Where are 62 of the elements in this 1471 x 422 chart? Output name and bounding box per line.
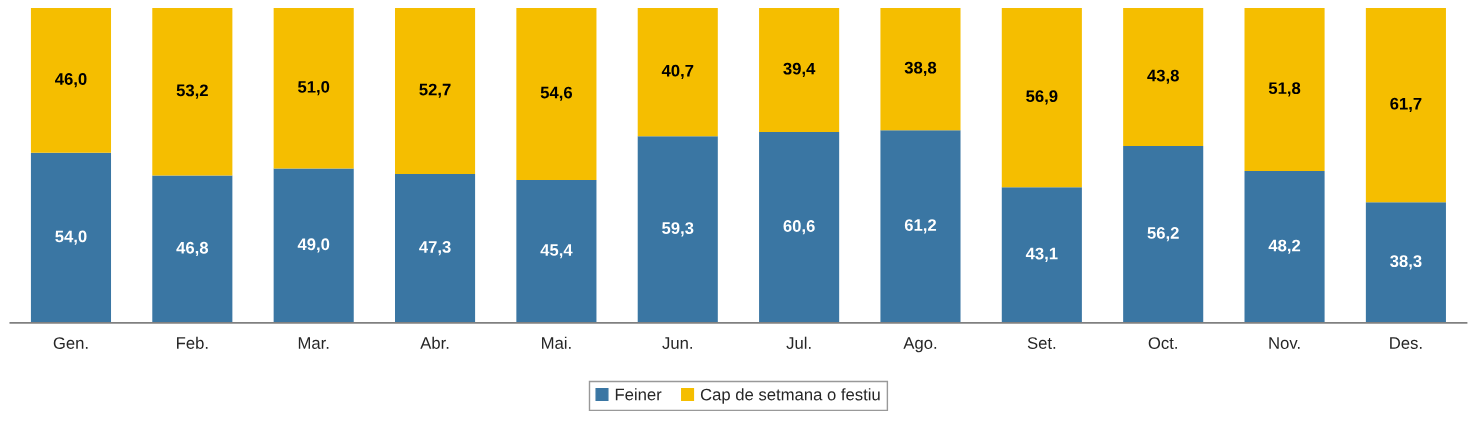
bar	[880, 130, 961, 323]
bar	[1001, 8, 1082, 188]
data-label: 49,0	[297, 238, 330, 253]
x-tick-label: Jun.	[662, 337, 692, 349]
bar	[1123, 8, 1204, 146]
x-tick-label: Gen.	[53, 337, 88, 349]
bar	[1244, 171, 1325, 323]
bar	[1365, 8, 1446, 203]
data-label: 54,6	[540, 86, 573, 101]
bar	[273, 8, 354, 169]
bar	[637, 136, 718, 323]
data-label: 38,3	[1390, 255, 1422, 270]
bar	[1365, 202, 1446, 323]
data-label: 60,6	[783, 220, 815, 235]
bar	[395, 8, 476, 174]
bar	[759, 132, 840, 323]
bar	[759, 8, 840, 133]
x-tick-label: Des.	[1390, 337, 1422, 349]
bar	[637, 8, 718, 137]
x-tick-label: Ago.	[903, 337, 937, 353]
bar	[395, 173, 476, 323]
bar	[30, 8, 112, 153]
data-label: 43,1	[1025, 247, 1058, 262]
legend-label: Cap de setmana o festiu	[700, 388, 880, 404]
data-label: 48,2	[1268, 239, 1301, 254]
data-label: 46,8	[176, 241, 209, 257]
data-label: 59,3	[662, 222, 694, 237]
bar	[516, 179, 597, 323]
data-label: 52,7	[419, 83, 451, 98]
bar	[273, 168, 354, 323]
x-tick-label: Jul.	[786, 336, 811, 349]
data-label: 61,7	[1390, 97, 1422, 113]
data-label: 56,9	[1026, 90, 1058, 105]
x-tick-label: Abr.	[420, 336, 449, 349]
bar	[516, 8, 597, 180]
data-label: 54,0	[55, 230, 87, 245]
data-label: 51,0	[297, 80, 330, 96]
bar	[152, 175, 233, 323]
x-tick-label: Set.	[1027, 337, 1056, 349]
data-label: 43,8	[1147, 69, 1179, 84]
data-label: 53,2	[176, 84, 208, 99]
bar	[30, 152, 112, 323]
data-label: 45,4	[540, 244, 573, 259]
data-label: 40,7	[661, 64, 694, 79]
data-label: 61,2	[904, 219, 937, 234]
data-label: 47,3	[419, 241, 451, 256]
x-tick-label: Mar.	[298, 337, 329, 349]
bar	[1001, 187, 1082, 323]
data-label: 38,8	[904, 61, 937, 76]
bar	[880, 8, 961, 131]
data-label: 39,4	[783, 62, 816, 77]
data-label: 46,0	[55, 73, 87, 88]
bar	[1123, 145, 1204, 323]
x-tick-label: Nov.	[1269, 337, 1300, 349]
bar	[1244, 8, 1325, 172]
x-tick-label: Feb.	[177, 336, 208, 349]
x-tick-label: Mai.	[542, 336, 571, 349]
data-label: 51,8	[1268, 82, 1301, 97]
legend-label: Feiner	[615, 388, 662, 401]
x-tick-label: Oct.	[1148, 337, 1177, 349]
data-label: 56,2	[1147, 227, 1179, 242]
bar	[152, 8, 233, 176]
